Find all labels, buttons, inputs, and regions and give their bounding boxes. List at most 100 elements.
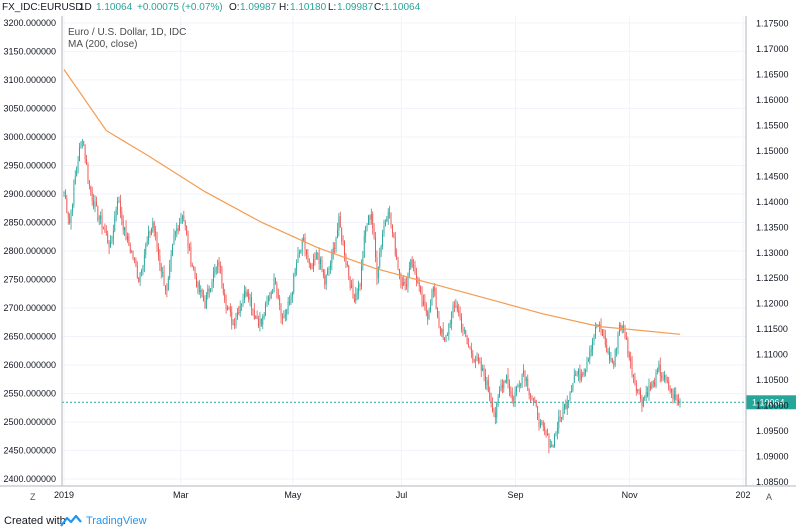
left-axis-tick-label: 2700.000000 [3,303,56,313]
candle-body [306,249,307,255]
candle-body [376,257,378,279]
candle-body [361,266,362,287]
candle-body [101,215,103,229]
tradingview-brand[interactable]: TradingView [86,515,147,527]
candle-body [657,370,658,372]
candle-body [150,228,152,235]
candle-body [410,259,412,269]
candle-body [327,269,329,276]
candle-body [76,167,78,177]
candle-body [514,391,516,401]
candle-body [592,340,594,350]
candle-body [114,216,116,231]
candle-body [112,230,114,239]
candle-body [427,312,429,319]
candle-body [666,380,668,382]
candle-body [441,329,443,334]
candle-body [259,318,261,327]
close-label: C: [374,2,384,13]
candle-body [524,370,526,382]
candle-body [141,271,142,273]
candle-body [616,349,617,351]
price-chart[interactable]: 1.10064 3200.000000 3150.000000 3100.00000… [0,16,796,510]
symbol-label[interactable]: FX_IDC:EURUSD [2,2,83,13]
candle-body [304,237,306,250]
candle-body [239,305,241,314]
candle-body [311,268,313,269]
interval-label[interactable]: 1D [79,2,92,13]
candle-body [555,432,557,435]
candle-body [517,385,519,388]
candle-body [287,301,289,310]
x-axis-tick-label: 2019 [54,490,74,500]
candle-body [97,206,99,220]
candle-body [528,390,530,396]
candle-body [131,251,133,253]
candle-body [203,296,204,302]
candle-body [122,219,124,231]
right-axis-tick-label: 1.09500 [756,426,789,436]
candle-body [424,300,426,306]
candle-body [630,357,632,362]
candle-body [404,281,406,285]
candle-body [635,382,637,392]
candle-body [337,229,338,239]
candle-body [372,213,374,229]
candle-body [530,395,532,397]
left-axis-tick-label: 2900.000000 [3,189,56,199]
candle-body [614,350,616,366]
left-axis-tick-label: 2750.000000 [3,275,56,285]
candle-body [493,411,495,413]
candle-body [214,269,216,273]
candle-body [431,292,433,306]
indicator-legend[interactable]: MA (200, close) [68,39,137,50]
created-with-text: Created with [4,515,66,527]
right-axis-button[interactable]: A [766,492,773,502]
candle-body [476,357,478,362]
candle-body [296,262,298,270]
candle-body [242,300,244,304]
series-legend-title[interactable]: Euro / U.S. Dollar, 1D, IDC [68,27,186,38]
x-axis-tick-label: Mar [173,490,189,500]
candle-body [225,300,227,310]
candle-body [227,307,228,310]
candle-body [103,228,104,229]
candle-body [442,329,444,338]
candle-body [260,318,262,325]
candle-body [623,325,625,330]
candle-body [455,305,457,307]
candle-body [266,301,268,304]
candle-body [70,210,72,223]
candle-body [578,369,579,375]
candle-body [394,237,396,256]
candle-body [511,393,513,400]
candle-body [463,330,465,332]
left-axis-button[interactable]: Z [30,492,36,502]
candle-body [504,380,506,382]
candle-body [489,392,491,399]
candle-body [390,212,392,226]
candle-body [210,289,212,292]
candle-body [556,428,558,433]
candle-body [449,323,451,325]
candle-body [468,344,469,347]
right-axis-tick-label: 1.13000 [756,248,789,258]
candle-body [332,248,334,254]
candle-body [587,359,589,362]
candle-body [638,389,640,391]
candle-body [540,421,541,427]
candle-body [127,235,128,240]
candle-body [74,176,76,184]
candle-body [411,259,413,267]
candle-body [272,291,274,293]
candle-body [142,265,144,272]
candle-body [289,301,290,304]
x-axis-tick-label: Nov [622,490,639,500]
left-axis-tick-label: 2600.000000 [3,360,56,370]
candle-body [249,297,251,300]
candle-body [531,396,533,399]
candle-body [534,399,536,401]
candle-body [265,303,266,316]
candle-body [445,335,447,341]
right-axis-tick-label: 1.11000 [756,350,788,360]
